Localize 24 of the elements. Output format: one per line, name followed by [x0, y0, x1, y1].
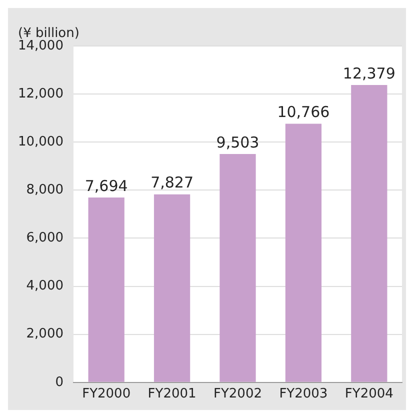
data-label: 12,379: [342, 64, 396, 82]
y-tick-label: 4,000: [26, 278, 64, 294]
bar: [351, 84, 388, 382]
y-axis-title: (¥ billion): [18, 26, 80, 41]
bar: [88, 198, 124, 382]
y-tick-label: 14,000: [18, 38, 64, 54]
y-tick-label: 6,000: [26, 230, 64, 246]
data-label: 10,766: [277, 103, 330, 122]
y-tick-label: 10,000: [18, 134, 64, 150]
data-label: 7,694: [84, 176, 128, 195]
y-tick-label: 2,000: [26, 326, 64, 342]
y-tick-label: 8,000: [26, 182, 64, 198]
data-label: 7,827: [150, 174, 194, 192]
y-tick-label: 0: [55, 374, 64, 390]
data-label: 9,503: [216, 133, 260, 152]
x-tick-label: FY2001: [148, 386, 196, 402]
bar: [285, 124, 322, 382]
x-tick-label: FY2004: [344, 386, 394, 402]
bar: [220, 154, 256, 382]
y-tick-label: 12,000: [18, 86, 64, 102]
x-tick-label: FY2003: [279, 386, 328, 402]
bar: [154, 194, 190, 382]
x-tick-label: FY2000: [82, 386, 131, 402]
x-tick-label: FY2002: [213, 386, 262, 402]
